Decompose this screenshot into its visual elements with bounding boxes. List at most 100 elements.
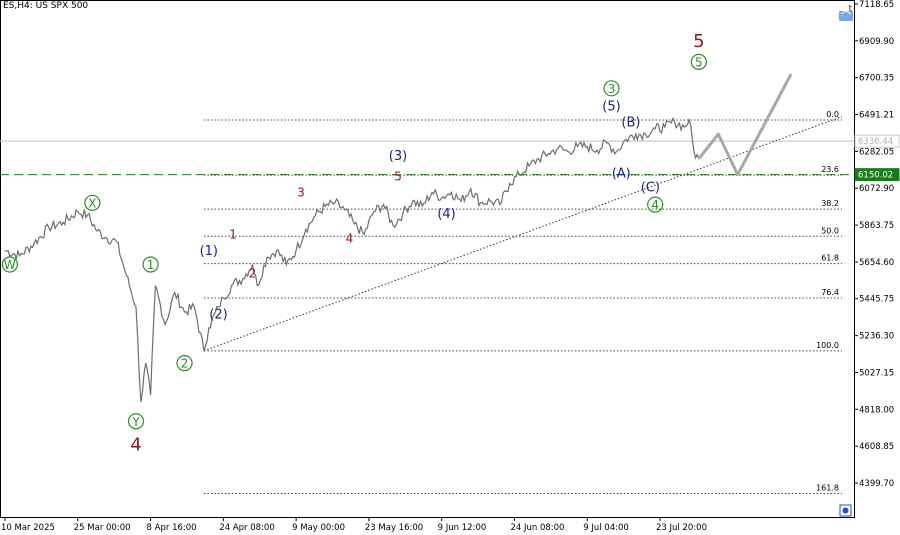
wave-circle-2 [127, 413, 145, 430]
wave-label-16: (5) [602, 99, 620, 114]
series-group [4, 73, 793, 402]
wave-text-4: 1 [147, 258, 155, 272]
wave-text-21: 5 [693, 31, 704, 52]
wave-text-0: W [4, 258, 16, 272]
x-tick-label-6: 9 Jun 12:00 [438, 523, 487, 533]
wave-label-0: W [1, 256, 18, 273]
hline-price-box-1 [854, 168, 900, 182]
wave-label-2: Y [127, 413, 145, 430]
chart-frame [0, 0, 855, 518]
fib-label-0: 0.0 [826, 110, 839, 119]
y-tick-label-13: 4399.70 [859, 479, 894, 489]
scroll-indicator[interactable] [839, 504, 852, 517]
wave-label-19: (C) [641, 181, 660, 196]
wave-text-22: 5 [695, 55, 703, 69]
y-tick-label-4: 6282.05 [859, 147, 894, 157]
y-tick-label-12: 4608.85 [859, 442, 894, 452]
fib-label-3: 50.0 [821, 226, 839, 235]
wave-label-5: 2 [176, 355, 193, 372]
fib-label-6: 100.0 [816, 341, 839, 350]
wave-circle-4 [142, 256, 159, 273]
wave-text-3: 4 [130, 434, 141, 455]
hline-price-box-0 [854, 134, 900, 148]
x-tick-label-8: 9 Jul 04:00 [583, 523, 629, 533]
wave-label-1: X [84, 194, 101, 211]
horizontal-lines: 6336.44 6150.02 [0, 134, 900, 182]
fib-label-5: 76.4 [821, 288, 839, 297]
wave-circle-5 [176, 355, 193, 372]
x-tick-label-9: 23 Jul 20:00 [656, 523, 707, 533]
wave-label-9: 2 [249, 267, 257, 281]
fibonacci-levels: 0.0 23.6 38.2 50.0 61.8 76.4 100.0 161.8 [203, 110, 842, 495]
hline-price-label-1: 6150.02 [858, 171, 893, 181]
x-tick-label-3: 24 Apr 08:00 [219, 523, 274, 533]
wave-label-12: (3) [389, 149, 407, 164]
wave-text-2: Y [131, 415, 140, 429]
wave-text-1: X [88, 196, 96, 210]
wave-label-4: 1 [142, 256, 159, 273]
wave-text-9: 2 [249, 267, 257, 281]
forecast-path [697, 73, 793, 177]
y-tick-label-10: 5027.15 [859, 368, 894, 378]
wave-circle-0 [1, 256, 18, 273]
wave-text-6: (1) [200, 244, 218, 259]
x-tick-label-4: 9 May 00:00 [292, 523, 345, 533]
wave-label-10: 3 [297, 185, 305, 199]
wave-text-5: 2 [181, 357, 189, 371]
wave-label-22: 5 [690, 53, 707, 70]
y-tick-label-7: 5654.60 [859, 258, 894, 268]
wave-circle-1 [84, 194, 101, 211]
wave-text-17: (B) [621, 115, 640, 130]
price-axis: 7118.65 6909.90 6700.35 6491.21 6282.05 6072.… [854, 0, 894, 489]
wave-text-16: (5) [602, 99, 620, 114]
fib-label-2: 38.2 [821, 199, 839, 208]
y-tick-label-3: 6491.21 [859, 111, 894, 121]
wave-label-7: (2) [209, 307, 227, 322]
wave-label-3: 4 [130, 434, 141, 455]
wave-text-12: (3) [389, 149, 407, 164]
x-tick-label-1: 25 Mar 00:00 [74, 523, 131, 533]
x-tick-label-5: 23 May 16:00 [365, 523, 423, 533]
trendline [203, 116, 843, 352]
wave-text-8: 1 [229, 228, 237, 242]
wave-label-6: (1) [200, 244, 218, 259]
wave-text-7: (2) [209, 307, 227, 322]
wave-label-8: 1 [229, 228, 237, 242]
wave-label-17: (B) [621, 115, 640, 130]
wave-text-20: 4 [651, 198, 659, 212]
y-tick-label-0: 7118.65 [859, 0, 894, 10]
wave-text-18: (A) [612, 166, 631, 181]
hline-price-label-0: 6336.44 [858, 137, 893, 147]
y-tick-label-6: 5863.75 [859, 221, 894, 231]
y-tick-label-1: 6909.90 [859, 37, 894, 47]
wave-text-14: (4) [437, 207, 455, 222]
wave-circle-15 [603, 80, 620, 97]
wave-circle-22 [690, 53, 707, 70]
settings-icon[interactable] [839, 10, 853, 21]
wave-text-11: 4 [346, 231, 354, 245]
wave-label-18: (A) [612, 166, 631, 181]
price-line [4, 116, 700, 402]
fib-label-4: 61.8 [821, 254, 839, 263]
chart-corner-label: t [848, 4, 852, 14]
wave-text-15: 3 [608, 82, 616, 96]
wave-label-21: 5 [693, 31, 704, 52]
fib-label-1: 23.6 [821, 165, 839, 174]
wave-text-10: 3 [297, 185, 305, 199]
y-tick-label-11: 4818.00 [859, 405, 894, 415]
wave-label-13: 5 [394, 170, 402, 184]
wave-circle-20 [647, 196, 664, 213]
wave-labels: W X Y 4 1 2 (1) (2) 1 2 3 4 (3) 5 (4) 3 (5)(B) (A) (C) 4 5 5 [1, 31, 707, 455]
wave-label-11: 4 [346, 231, 354, 245]
y-tick-label-8: 5445.75 [859, 295, 894, 305]
x-tick-label-0: 10 Mar 2025 [1, 523, 55, 533]
x-tick-label-7: 24 Jun 08:00 [510, 523, 564, 533]
wave-label-14: (4) [437, 207, 455, 222]
wave-label-15: 3 [603, 80, 620, 97]
y-tick-label-9: 5236.30 [859, 332, 894, 342]
wave-text-13: 5 [394, 170, 402, 184]
wave-text-19: (C) [641, 181, 660, 196]
wave-label-20: 4 [647, 196, 664, 213]
fib-label-7: 161.8 [816, 484, 839, 493]
